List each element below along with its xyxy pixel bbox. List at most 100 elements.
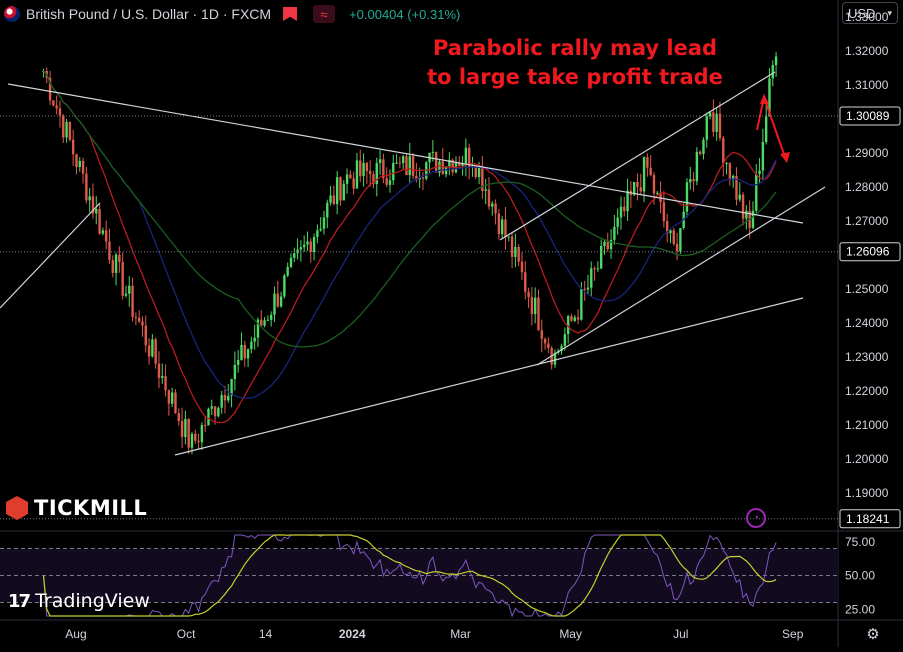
candle-body — [672, 230, 675, 244]
candle-body — [98, 209, 101, 234]
candle-body — [665, 221, 669, 234]
candle-body — [210, 406, 213, 409]
candle-body — [679, 228, 682, 252]
broker-logo: TICKMILL — [6, 496, 147, 520]
candle-body — [606, 241, 609, 250]
candle-body — [761, 142, 765, 171]
candle-body — [738, 194, 741, 200]
candle-body — [444, 166, 448, 175]
candle-body — [698, 151, 702, 155]
candle-body — [256, 319, 260, 338]
candle-body — [375, 163, 378, 185]
candle-body — [580, 289, 583, 320]
candle-body — [405, 156, 408, 176]
candle-body — [497, 213, 501, 235]
candle-body — [157, 363, 161, 378]
candle-body — [312, 237, 316, 252]
candle-body — [461, 163, 464, 167]
descending-trendline — [7, 83, 804, 224]
candles — [42, 51, 778, 455]
x-tick-label: 2024 — [339, 627, 366, 641]
candle-body — [151, 339, 154, 357]
candle-body — [758, 170, 761, 175]
candle-body — [547, 343, 550, 349]
x-tick-label: Mar — [450, 627, 471, 641]
candle-body — [71, 139, 75, 155]
candle-body — [250, 341, 253, 350]
currency-selector[interactable]: USD ▾ — [842, 2, 898, 24]
candle-body — [170, 392, 174, 404]
candle-body — [553, 352, 557, 365]
candle-body — [609, 239, 613, 250]
candle-body — [388, 180, 392, 185]
candle-body — [223, 395, 227, 401]
candle-body — [537, 297, 540, 331]
candle-body — [161, 376, 164, 378]
candle-body — [197, 440, 200, 443]
candle-body — [128, 285, 131, 294]
candle-body — [332, 195, 336, 205]
candle-body — [118, 254, 121, 263]
candle-body — [570, 316, 573, 321]
price-label-box — [839, 242, 901, 262]
forecast-arrow-head-up — [760, 94, 769, 104]
chart-annotation: Parabolic rally may lead to large take p… — [400, 34, 750, 92]
y-tick-label: 1.33000 — [845, 10, 889, 24]
candle-body — [339, 177, 342, 201]
rsi-tick-label: 50.00 — [845, 569, 875, 583]
candle-body — [408, 156, 411, 176]
symbol-header: British Pound / U.S. Dollar · 1D · FXCM … — [4, 4, 460, 24]
ma-red-line — [43, 70, 777, 424]
price-change: +0.00404 (+0.31%) — [349, 6, 461, 22]
broker-name: TICKMILL — [34, 496, 148, 520]
candle-body — [731, 176, 735, 180]
candle-body — [114, 254, 118, 273]
y-tick-label: 1.23000 — [845, 350, 889, 364]
wave-indicator-icon[interactable]: ≈ — [313, 5, 336, 23]
candle-body — [520, 261, 524, 273]
candle-body — [507, 236, 510, 238]
candle-body — [260, 319, 263, 326]
platform-name: TradingView — [35, 590, 150, 612]
candle-body — [95, 209, 98, 214]
candle-body — [283, 275, 286, 297]
candle-body — [725, 163, 728, 165]
candle-body — [524, 272, 527, 292]
gear-icon[interactable]: ⚙ — [866, 626, 880, 643]
y-tick-label: 1.25000 — [845, 282, 889, 296]
candle-body — [652, 175, 656, 194]
candle-body — [85, 173, 88, 201]
currency-label: USD — [848, 5, 876, 21]
candle-body — [263, 320, 266, 326]
candle-body — [755, 174, 758, 211]
candle-body — [349, 174, 352, 179]
candle-body — [233, 364, 237, 379]
candle-body — [669, 230, 672, 234]
candle-body — [286, 266, 289, 276]
candle-body — [306, 241, 309, 245]
flag-marker-icon[interactable] — [283, 7, 298, 21]
symbol-title[interactable]: British Pound / U.S. Dollar · 1D · FXCM — [26, 6, 272, 22]
price-label-box — [839, 106, 901, 126]
candle-body — [322, 217, 326, 229]
candle-body — [200, 425, 204, 443]
x-tick-label: Sep — [782, 627, 804, 641]
candle-body — [378, 159, 382, 164]
candle-body — [616, 217, 619, 227]
candle-body — [566, 316, 570, 335]
candle-body — [771, 64, 774, 79]
candle-body — [213, 406, 217, 417]
candle-body — [751, 210, 755, 228]
candle-body — [517, 246, 520, 262]
candle-body — [448, 159, 451, 167]
price-label-box — [839, 509, 901, 529]
left-trendline — [0, 202, 101, 309]
candle-body — [728, 163, 732, 180]
clock-icon[interactable]: ◔ — [746, 508, 766, 528]
candle-body — [530, 297, 534, 315]
candle-body — [576, 317, 580, 320]
price-label-text: 1.18241 — [846, 512, 890, 526]
candle-body — [58, 108, 62, 116]
candle-body — [477, 166, 481, 178]
